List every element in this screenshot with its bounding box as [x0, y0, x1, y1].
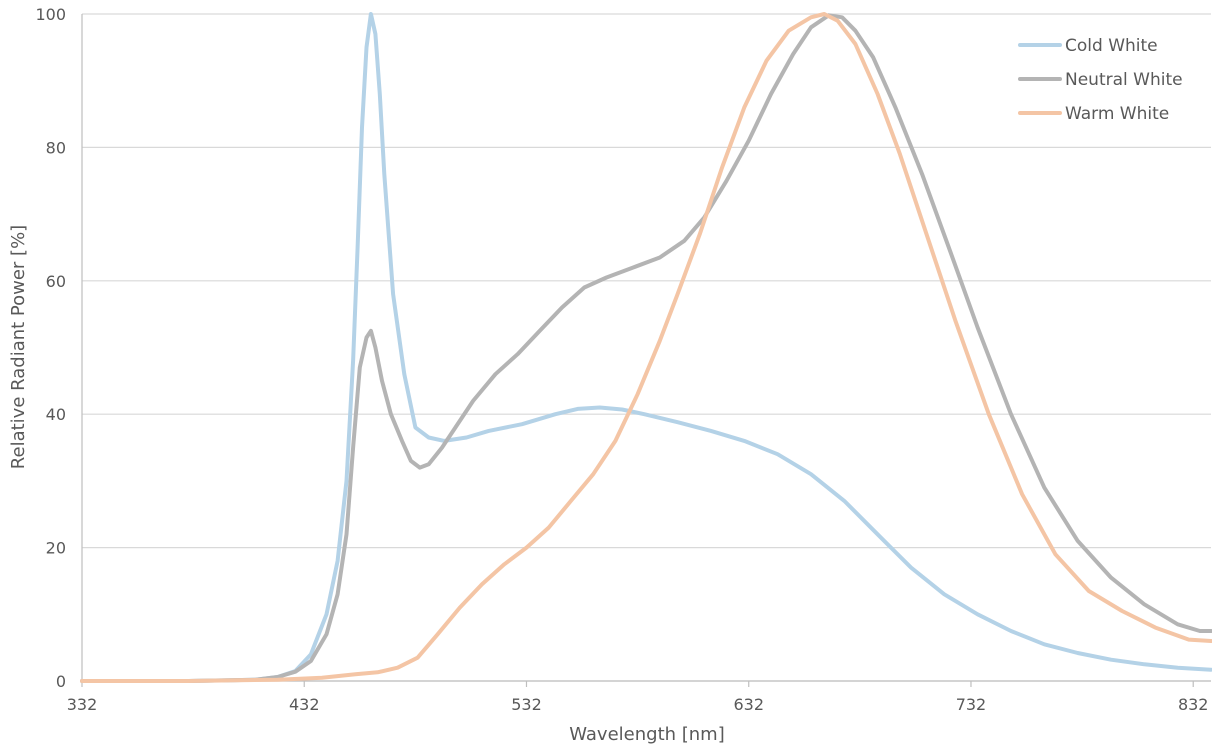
y-tick-60: 60: [46, 272, 66, 291]
y-tick-80: 80: [46, 138, 66, 157]
x-tick-332: 332: [67, 695, 98, 714]
x-axis-title: Wavelength [nm]: [569, 724, 725, 745]
y-tick-labels: 0 20 40 60 80 100: [35, 5, 66, 691]
series-line-warm-white: [80, 12, 1212, 683]
y-tick-20: 20: [46, 539, 66, 558]
x-tick-432: 432: [289, 695, 320, 714]
x-tick-832: 832: [1178, 695, 1209, 714]
series-lines: [80, 12, 1212, 683]
x-tick-632: 632: [733, 695, 764, 714]
x-tick-labels: 332 432 532 632 732 832: [67, 695, 1209, 714]
legend-label-warm-white: Warm White: [1065, 104, 1169, 124]
x-tick-532: 532: [511, 695, 542, 714]
y-axis-title: Relative Radiant Power [%]: [8, 225, 29, 469]
y-tick-0: 0: [56, 672, 66, 691]
legend-label-neutral-white: Neutral White: [1065, 70, 1183, 90]
series-line-cold-white: [80, 12, 1212, 683]
y-tick-100: 100: [35, 5, 66, 24]
x-tick-732: 732: [956, 695, 987, 714]
y-tick-40: 40: [46, 405, 66, 424]
legend-label-cold-white: Cold White: [1065, 36, 1158, 56]
series-line-neutral-white: [80, 13, 1212, 683]
legend: Cold White Neutral White Warm White: [1018, 36, 1183, 124]
